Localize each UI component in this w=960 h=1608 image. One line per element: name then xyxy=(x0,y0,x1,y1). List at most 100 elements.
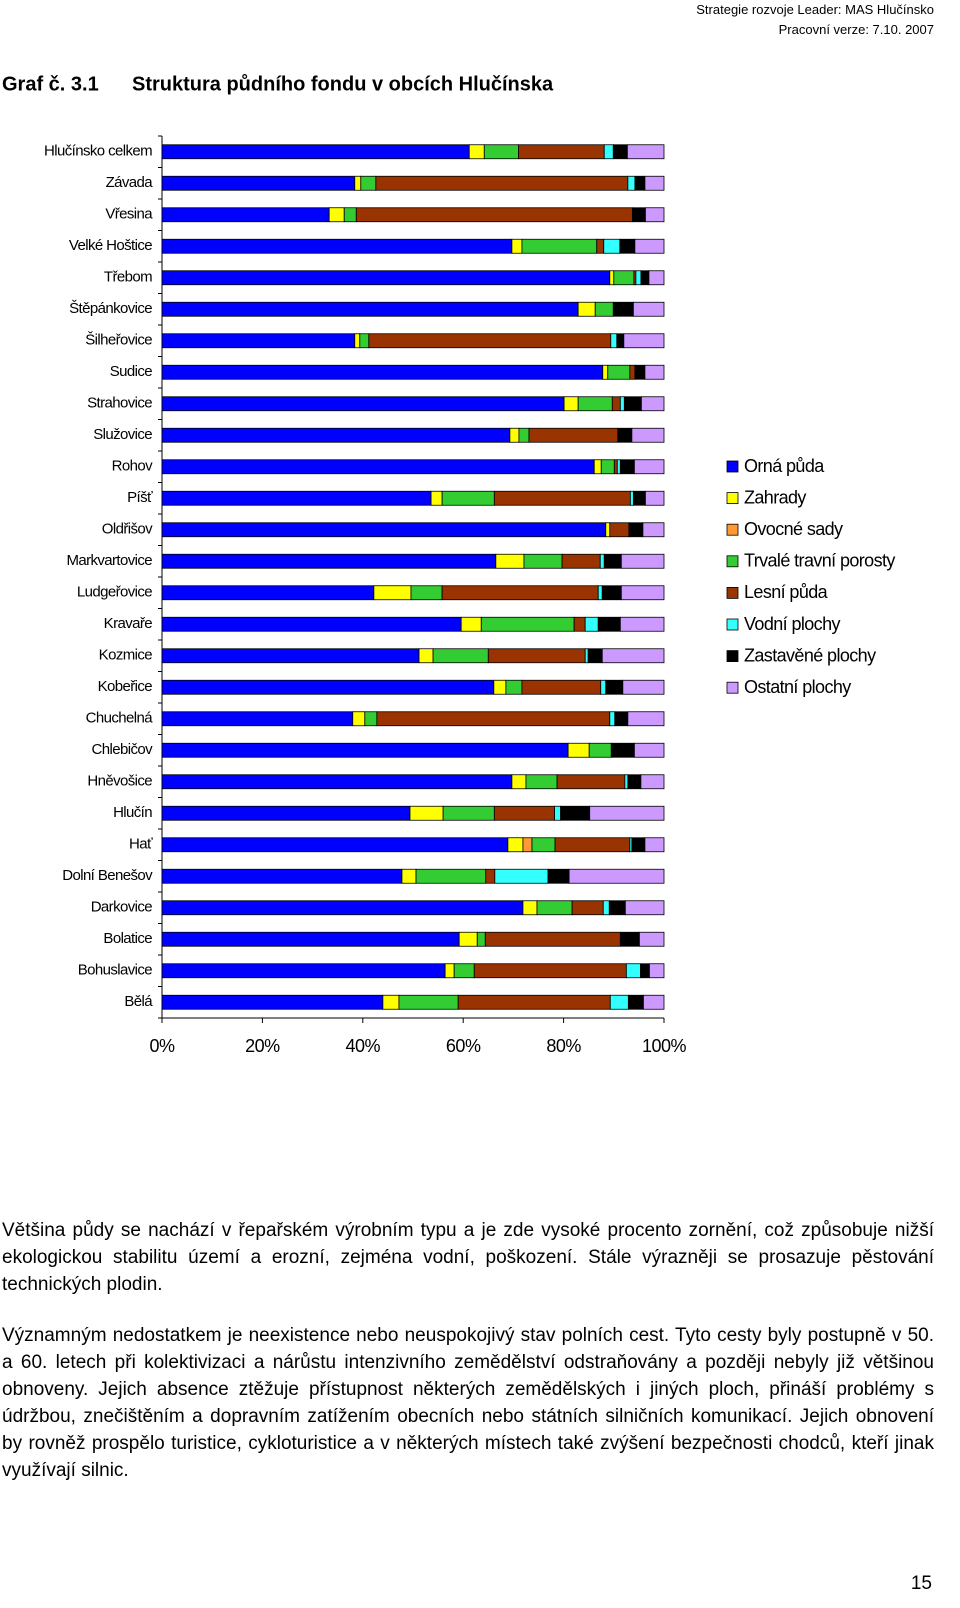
bar-segment xyxy=(161,679,495,695)
bar-segment xyxy=(525,774,558,790)
legend-swatch xyxy=(726,555,739,568)
bar-segment xyxy=(161,175,356,191)
bar-segment xyxy=(161,774,513,790)
bar-segment xyxy=(616,459,621,475)
bar-segment xyxy=(640,774,665,790)
paragraph: Většina půdy se nachází v řepařském výro… xyxy=(2,1220,934,1295)
bar-segment xyxy=(614,711,629,727)
y-tick-label: Bolatice xyxy=(103,930,152,947)
bar-segment xyxy=(161,396,565,412)
bar-segment xyxy=(629,364,636,380)
bar-segment xyxy=(568,868,665,884)
x-tick-label: 20% xyxy=(245,1036,280,1056)
bar-segment xyxy=(161,711,354,727)
page-number: 15 xyxy=(910,1573,932,1594)
bar-segment xyxy=(610,333,618,349)
bar-segment xyxy=(161,522,607,538)
y-tick-label: Sudice xyxy=(110,363,153,380)
bar-segment xyxy=(410,585,443,601)
bar-segment xyxy=(619,238,636,254)
bar-segment xyxy=(645,490,665,506)
chart: Graf č. 3.1 Struktura půdního fondu v ob… xyxy=(2,73,896,1056)
bar-segment xyxy=(509,427,520,443)
bar-segment xyxy=(382,994,400,1010)
bar-segment xyxy=(607,364,631,380)
bar-segment xyxy=(573,616,586,632)
bar-segment xyxy=(577,396,613,412)
bar-segment xyxy=(603,144,614,160)
figure-number: Graf č. 3.1 xyxy=(2,73,99,95)
y-tick-label: Služovice xyxy=(93,426,152,443)
bar-segment xyxy=(635,270,642,286)
bar-segment xyxy=(483,144,519,160)
bar-segment xyxy=(599,553,605,569)
bar-segment xyxy=(442,805,495,821)
bar-segment xyxy=(613,459,618,475)
bar-segment xyxy=(476,931,486,947)
legend-swatch xyxy=(726,618,739,631)
bar-segment xyxy=(597,616,621,632)
bar-segment xyxy=(457,994,611,1010)
bar-segment xyxy=(441,490,495,506)
paragraph: Významným nedostatkem je neexistence neb… xyxy=(2,1325,934,1481)
bar-segment xyxy=(631,207,646,223)
bar-segment xyxy=(634,364,646,380)
y-tick-label: Hlučín xyxy=(113,804,152,821)
bar-segment xyxy=(561,553,601,569)
y-tick-label: Chuchelná xyxy=(86,710,154,727)
bar-segment xyxy=(161,585,375,601)
legend-swatch xyxy=(726,681,739,694)
bar-segment xyxy=(531,837,556,853)
bar-segment xyxy=(352,711,366,727)
bar-segment xyxy=(603,553,622,569)
bar-segment xyxy=(161,490,432,506)
bar-segment xyxy=(161,868,403,884)
bar-segment xyxy=(623,333,665,349)
bar-segment xyxy=(161,427,511,443)
bar-segment xyxy=(522,837,533,853)
bar-segment xyxy=(584,616,599,632)
bar-segment xyxy=(613,270,635,286)
bar-segment xyxy=(161,333,356,349)
bar-segment xyxy=(619,616,665,632)
bar-segment xyxy=(563,396,579,412)
y-tick-label: Chlebičov xyxy=(92,741,154,758)
x-tick-label: 60% xyxy=(446,1036,481,1056)
bar-segment xyxy=(493,490,631,506)
bar-segment xyxy=(554,837,631,853)
y-tick-label: Hať xyxy=(129,836,153,853)
bar-segment xyxy=(484,931,621,947)
bar-segment xyxy=(619,459,635,475)
bar-segment xyxy=(609,522,630,538)
bar-segment xyxy=(432,648,489,664)
legend-swatch xyxy=(726,523,739,536)
bar-segment xyxy=(354,175,362,191)
bar-segment xyxy=(619,931,640,947)
bar-segment xyxy=(458,931,478,947)
bar-segment xyxy=(401,868,417,884)
bar-segment xyxy=(373,585,412,601)
legend-swatch xyxy=(726,587,739,599)
bar-segment xyxy=(602,900,610,916)
y-tick-label: Píšť xyxy=(127,489,153,506)
bar-segment xyxy=(649,963,665,979)
bar-segment xyxy=(518,427,530,443)
bar-segment xyxy=(161,364,604,380)
bar-segment xyxy=(328,207,345,223)
bar-segment xyxy=(648,270,665,286)
bar-segment xyxy=(644,175,665,191)
y-tick-label: Třebom xyxy=(104,269,152,286)
bar-segment xyxy=(161,238,513,254)
bar-segment xyxy=(620,585,665,601)
bar-segment xyxy=(511,774,527,790)
bar-segment xyxy=(612,144,628,160)
bar-segment xyxy=(609,711,616,727)
bar-segment xyxy=(398,994,459,1010)
legend-swatch xyxy=(726,460,739,473)
bar-segment xyxy=(600,459,615,475)
bar-segment xyxy=(505,679,523,695)
bar-segment xyxy=(161,805,411,821)
bar-segment xyxy=(584,648,589,664)
bar-segment xyxy=(624,900,665,916)
bar-segment xyxy=(460,616,482,632)
